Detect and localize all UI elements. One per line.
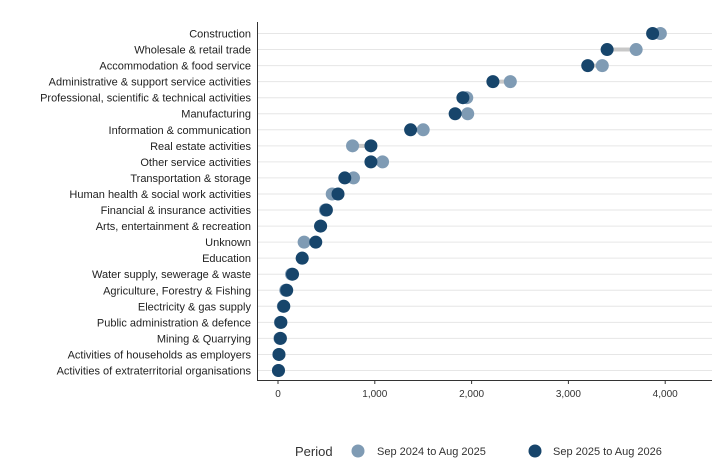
category-label: Arts, entertainment & recreation <box>96 221 251 233</box>
category-labels: Construction Wholesale & retail trade Acco… <box>40 29 251 378</box>
category-label: Unknown <box>205 237 251 249</box>
category-label: Activities of extraterritorial organisat… <box>57 366 252 378</box>
category-label: Construction <box>189 29 251 41</box>
point-sep-2025-to-aug-2026 <box>295 251 309 265</box>
point-sep-2025-to-aug-2026 <box>286 267 300 281</box>
point-sep-2025-to-aug-2026 <box>364 139 378 153</box>
category-label: Mining & Quarrying <box>157 333 251 345</box>
point-sep-2024-to-aug-2025 <box>297 235 311 249</box>
x-tick-label: 1,000 <box>362 389 387 400</box>
point-sep-2025-to-aug-2026 <box>309 235 323 249</box>
point-sep-2025-to-aug-2026 <box>404 123 418 137</box>
legend-title: Period <box>295 444 333 459</box>
category-label: Transportation & storage <box>130 173 251 185</box>
legend-swatch-sep-2025-to-aug-2026 <box>528 444 542 458</box>
point-sep-2024-to-aug-2025 <box>416 123 430 137</box>
x-tick-label: 2,000 <box>459 389 484 400</box>
point-sep-2025-to-aug-2026 <box>364 155 378 169</box>
category-label: Manufacturing <box>181 109 251 121</box>
category-label: Information & communication <box>109 125 251 137</box>
point-sep-2025-to-aug-2026 <box>456 91 470 105</box>
legend-label: Sep 2025 to Aug 2026 <box>553 446 662 458</box>
point-sep-2025-to-aug-2026 <box>319 203 333 217</box>
legend-swatch-sep-2024-to-aug-2025 <box>351 444 365 458</box>
category-label: Human health & social work activities <box>69 189 251 201</box>
point-sep-2025-to-aug-2026 <box>600 43 614 57</box>
point-sep-2025-to-aug-2026 <box>271 364 285 377</box>
dumbbell-segments <box>279 31 661 341</box>
x-tick-labels: 0 1,000 2,000 3,000 4,000 <box>275 389 678 400</box>
point-sep-2024-to-aug-2025 <box>595 59 609 73</box>
category-label: Financial & insurance activities <box>101 205 252 217</box>
point-sep-2025-to-aug-2026 <box>331 187 345 201</box>
category-label: Professional, scientific & technical act… <box>40 93 251 105</box>
legend-label: Sep 2024 to Aug 2025 <box>377 446 486 458</box>
x-tick-label: 0 <box>275 389 281 400</box>
category-label: Administrative & support service activit… <box>49 77 252 89</box>
point-sep-2024-to-aug-2025 <box>503 75 517 89</box>
point-sep-2025-to-aug-2026 <box>448 107 462 121</box>
category-label: Wholesale & retail trade <box>134 45 251 57</box>
point-sep-2025-to-aug-2026 <box>277 299 291 313</box>
legend: Period Sep 2024 to Aug 2025 Sep 2025 to Au… <box>295 444 662 459</box>
category-label: Real estate activities <box>150 141 251 153</box>
point-sep-2025-to-aug-2026 <box>581 59 595 73</box>
x-tick-label: 4,000 <box>653 389 678 400</box>
category-label: Education <box>202 253 251 265</box>
point-sep-2024-to-aug-2025 <box>461 107 475 121</box>
category-label: Electricity & gas supply <box>138 301 252 313</box>
point-sep-2025-to-aug-2026 <box>273 331 287 345</box>
point-sep-2024-to-aug-2025 <box>629 43 643 57</box>
point-sep-2025-to-aug-2026 <box>272 347 286 361</box>
category-label: Accommodation & food service <box>99 61 251 73</box>
point-sep-2024-to-aug-2025 <box>376 155 390 169</box>
category-label: Activities of households as employers <box>68 349 252 361</box>
axes <box>257 22 712 384</box>
category-label: Agriculture, Forestry & Fishing <box>103 285 251 297</box>
category-label: Water supply, sewerage & waste <box>92 269 251 281</box>
gridlines <box>257 33 712 371</box>
x-tick-label: 3,000 <box>556 389 581 400</box>
point-sep-2025-to-aug-2026 <box>274 315 288 329</box>
point-sep-2025-to-aug-2026 <box>314 219 328 233</box>
point-sep-2025-to-aug-2026 <box>280 283 294 297</box>
category-label: Other service activities <box>140 157 251 169</box>
point-sep-2024-to-aug-2025 <box>346 139 360 153</box>
category-label: Public administration & defence <box>97 317 251 329</box>
point-sep-2025-to-aug-2026 <box>646 27 660 40</box>
data-points <box>271 27 667 377</box>
point-sep-2025-to-aug-2026 <box>338 171 352 185</box>
point-sep-2025-to-aug-2026 <box>486 75 500 89</box>
